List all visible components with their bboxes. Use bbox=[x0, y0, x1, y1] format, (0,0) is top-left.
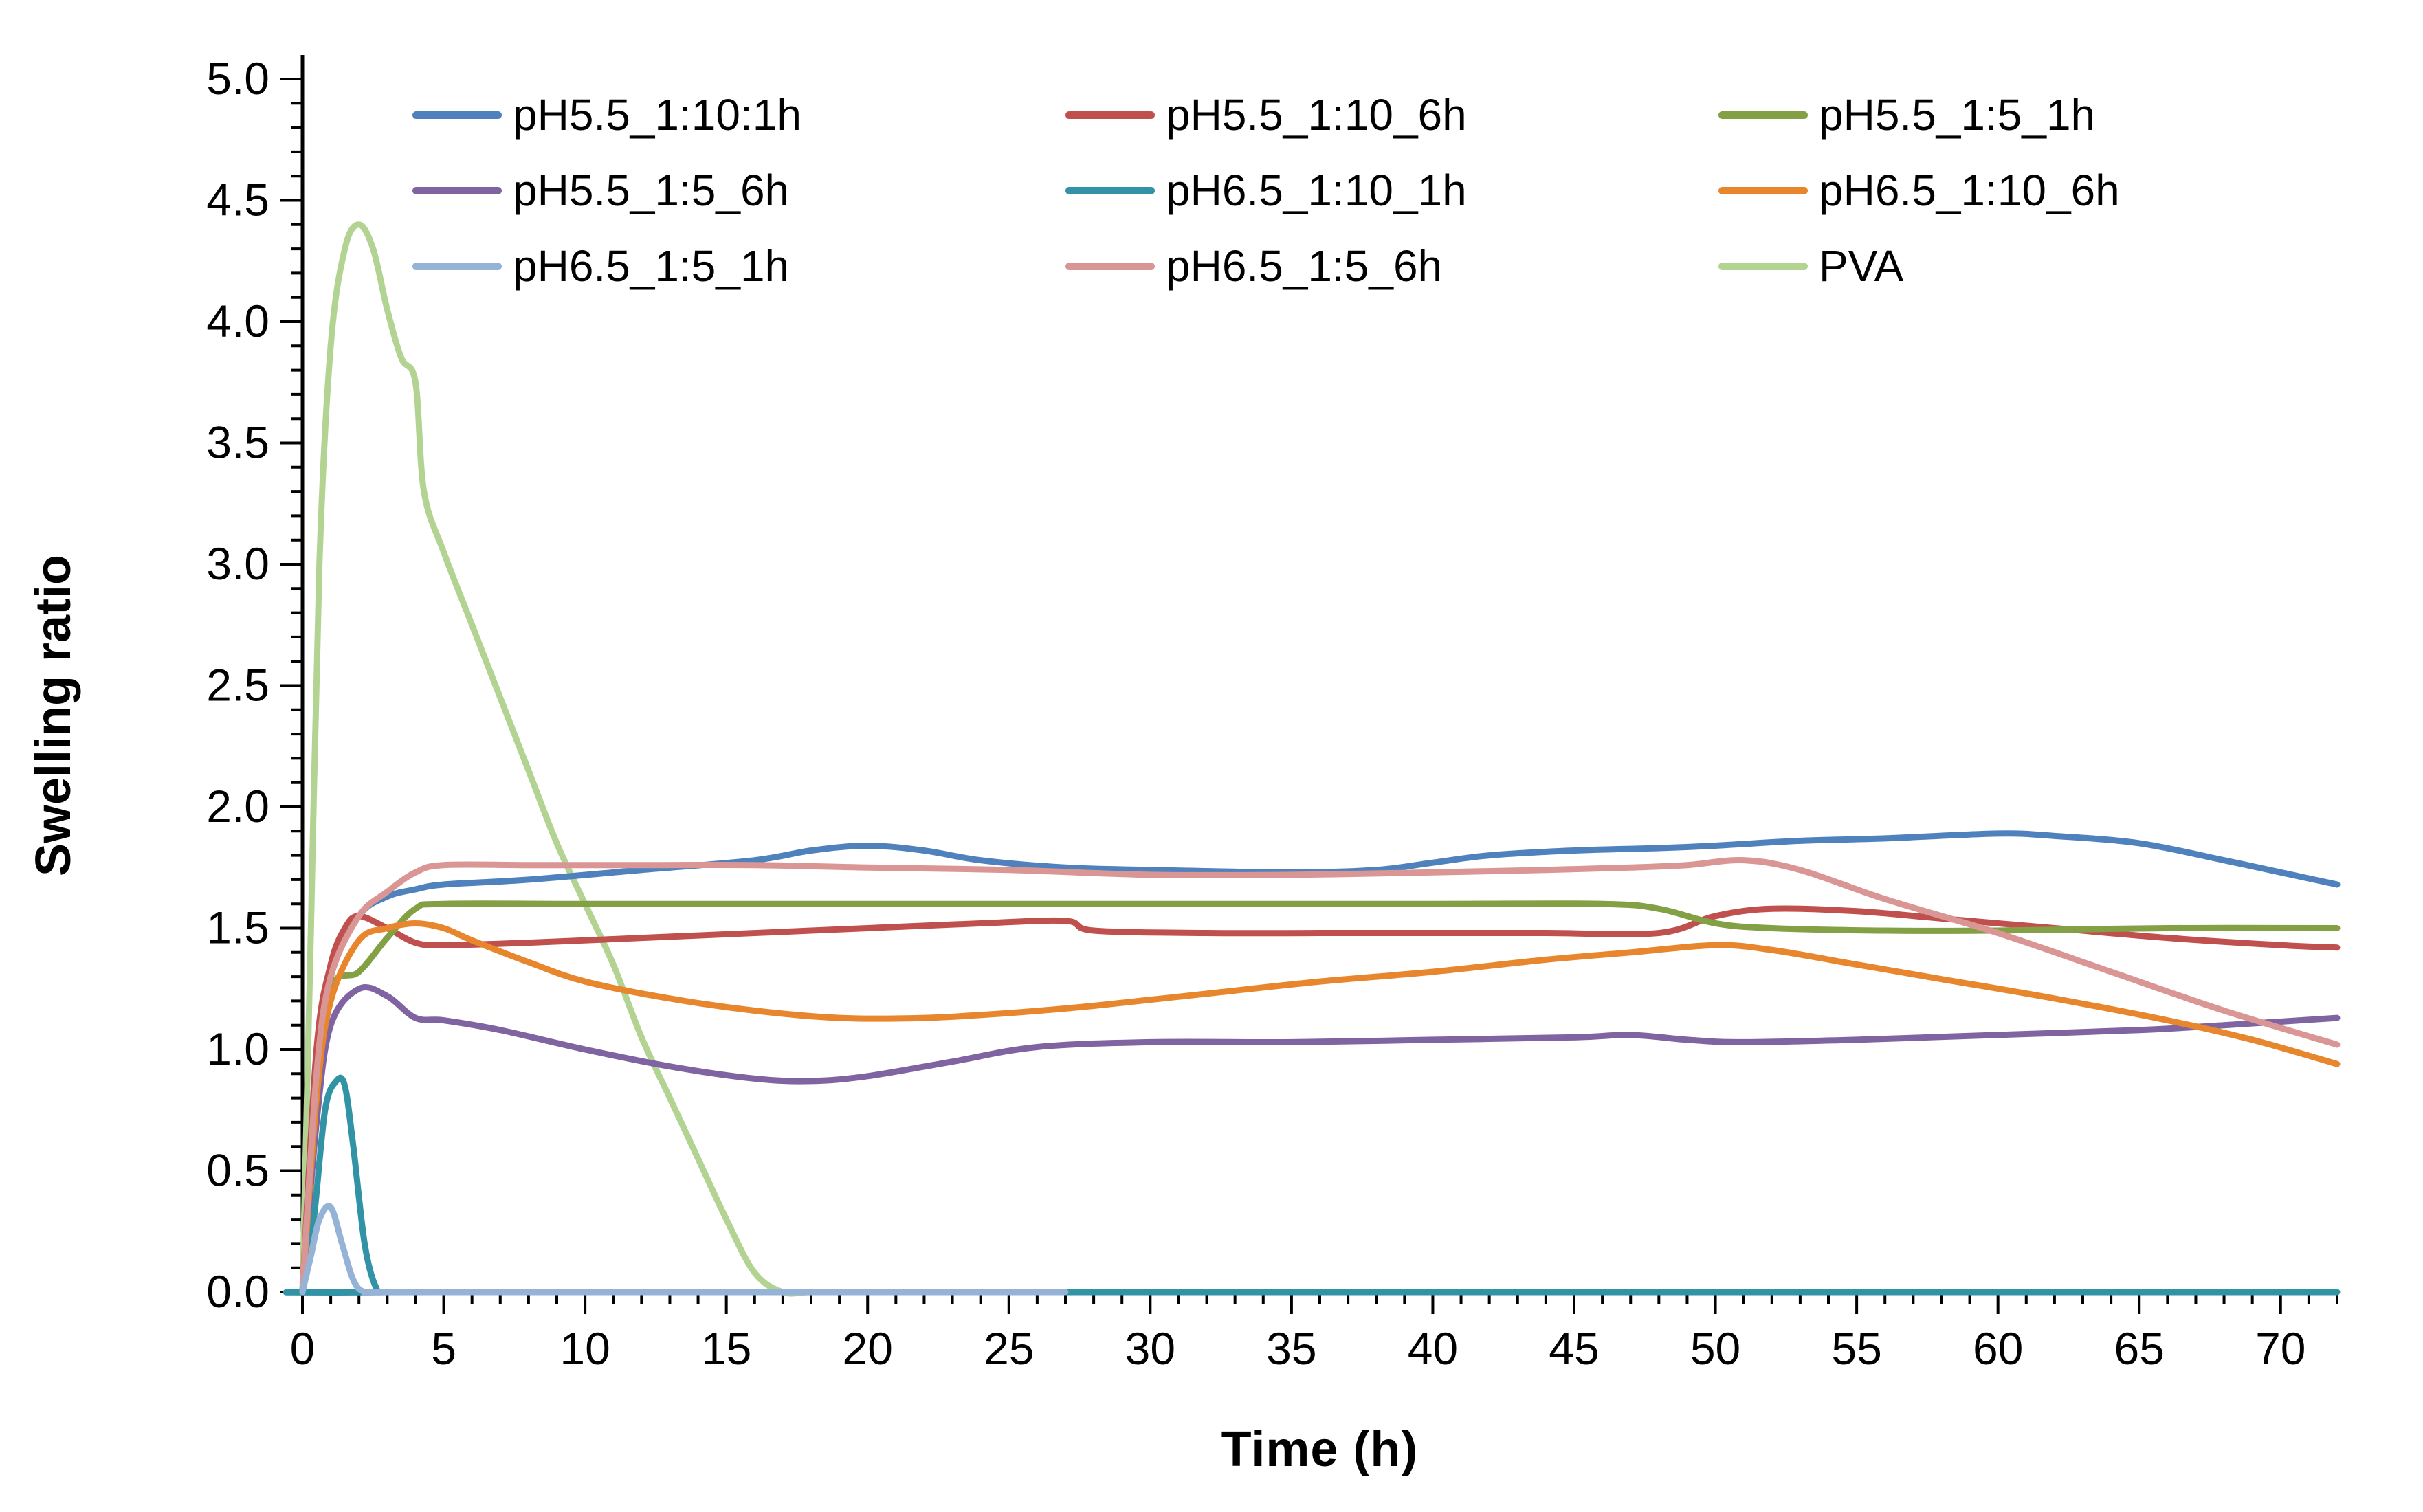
series-line-pH6.5_1:10_6h bbox=[299, 920, 2341, 1296]
y-tick-label: 3.5 bbox=[206, 417, 269, 468]
series-line-PVA bbox=[299, 221, 2341, 1297]
x-axis-title: Time (h) bbox=[1221, 1422, 1419, 1477]
legend-swatch bbox=[1718, 262, 1808, 270]
series-line-pH5.5_1:5_1h bbox=[299, 900, 2341, 1296]
legend-swatch bbox=[1065, 111, 1155, 119]
x-tick-label: 35 bbox=[1266, 1323, 1316, 1374]
series-line-pH5.5_1:10:1h bbox=[299, 830, 2341, 1296]
legend-swatch bbox=[1065, 262, 1155, 270]
legend-label: pH6.5_1:10_6h bbox=[1819, 166, 2120, 215]
legend-item: pH5.5_1:5_1h bbox=[1718, 89, 2351, 140]
legend-label: pH5.5_1:10_6h bbox=[1166, 90, 1467, 140]
x-tick-label: 20 bbox=[843, 1323, 893, 1374]
y-tick-label: 4.0 bbox=[206, 296, 269, 346]
y-tick-label: 1.0 bbox=[206, 1023, 269, 1074]
series-line-pH5.5_1:5_6h bbox=[299, 983, 2341, 1296]
y-tick-label: 0.5 bbox=[206, 1145, 269, 1196]
legend-swatch bbox=[412, 186, 502, 194]
series-line-pH5.5_1:10_6h bbox=[299, 905, 2341, 1296]
legend-label: pH6.5_1:5_6h bbox=[1166, 241, 1443, 291]
y-tick-label: 5.0 bbox=[206, 53, 269, 104]
x-tick-label: 5 bbox=[431, 1323, 456, 1374]
series-line-pH6.5_1:5_1h bbox=[299, 1203, 1069, 1296]
y-tick-label: 3.0 bbox=[206, 538, 269, 589]
series-line-pH6.5_1:5_6h bbox=[299, 857, 2341, 1296]
legend-label: pH6.5_1:5_1h bbox=[513, 241, 790, 291]
x-tick-label: 70 bbox=[2255, 1323, 2305, 1374]
x-tick-label: 30 bbox=[1125, 1323, 1175, 1374]
legend: pH5.5_1:10:1h pH5.5_1:10_6h pH5.5_1:5_1h pH… bbox=[412, 89, 2351, 291]
legend-item: pH5.5_1:10_6h bbox=[1065, 89, 1718, 140]
x-tick-label: 55 bbox=[1831, 1323, 1881, 1374]
x-tick-label: 10 bbox=[560, 1323, 610, 1374]
x-tick-label: 65 bbox=[2114, 1323, 2165, 1374]
y-tick-label: 0.0 bbox=[206, 1266, 269, 1317]
x-tick-label: 0 bbox=[290, 1323, 316, 1374]
y-tick-label: 2.5 bbox=[206, 660, 269, 711]
legend-label: PVA bbox=[1819, 241, 1904, 291]
legend-item: pH6.5_1:10_6h bbox=[1718, 165, 2351, 216]
legend-item: pH5.5_1:5_6h bbox=[412, 165, 1065, 216]
series-line-pH6.5_1:10_1h bbox=[283, 1074, 2341, 1296]
x-tick-label: 40 bbox=[1408, 1323, 1458, 1374]
y-tick-label: 4.5 bbox=[206, 175, 269, 225]
legend-label: pH5.5_1:5_6h bbox=[513, 166, 790, 215]
legend-item: pH6.5_1:10_1h bbox=[1065, 165, 1718, 216]
legend-item: PVA bbox=[1718, 241, 2351, 291]
legend-label: pH5.5_1:5_1h bbox=[1819, 90, 2096, 140]
legend-swatch bbox=[1065, 186, 1155, 194]
x-tick-label: 50 bbox=[1690, 1323, 1740, 1374]
legend-swatch bbox=[1718, 111, 1808, 119]
x-tick-label: 45 bbox=[1549, 1323, 1599, 1374]
legend-swatch bbox=[412, 262, 502, 270]
x-tick-label: 60 bbox=[1973, 1323, 2023, 1374]
legend-item: pH6.5_1:5_6h bbox=[1065, 241, 1718, 291]
legend-swatch bbox=[412, 111, 502, 119]
x-tick-label: 15 bbox=[701, 1323, 751, 1374]
y-tick-label: 2.0 bbox=[206, 781, 269, 832]
y-axis-title: Swelling ratio bbox=[26, 554, 81, 877]
legend-item: pH6.5_1:5_1h bbox=[412, 241, 1065, 291]
legend-label: pH6.5_1:10_1h bbox=[1166, 166, 1467, 215]
legend-item: pH5.5_1:10:1h bbox=[412, 89, 1065, 140]
legend-swatch bbox=[1718, 186, 1808, 194]
y-tick-label: 1.5 bbox=[206, 902, 269, 953]
x-tick-label: 25 bbox=[984, 1323, 1034, 1374]
legend-label: pH5.5_1:10:1h bbox=[513, 90, 801, 140]
